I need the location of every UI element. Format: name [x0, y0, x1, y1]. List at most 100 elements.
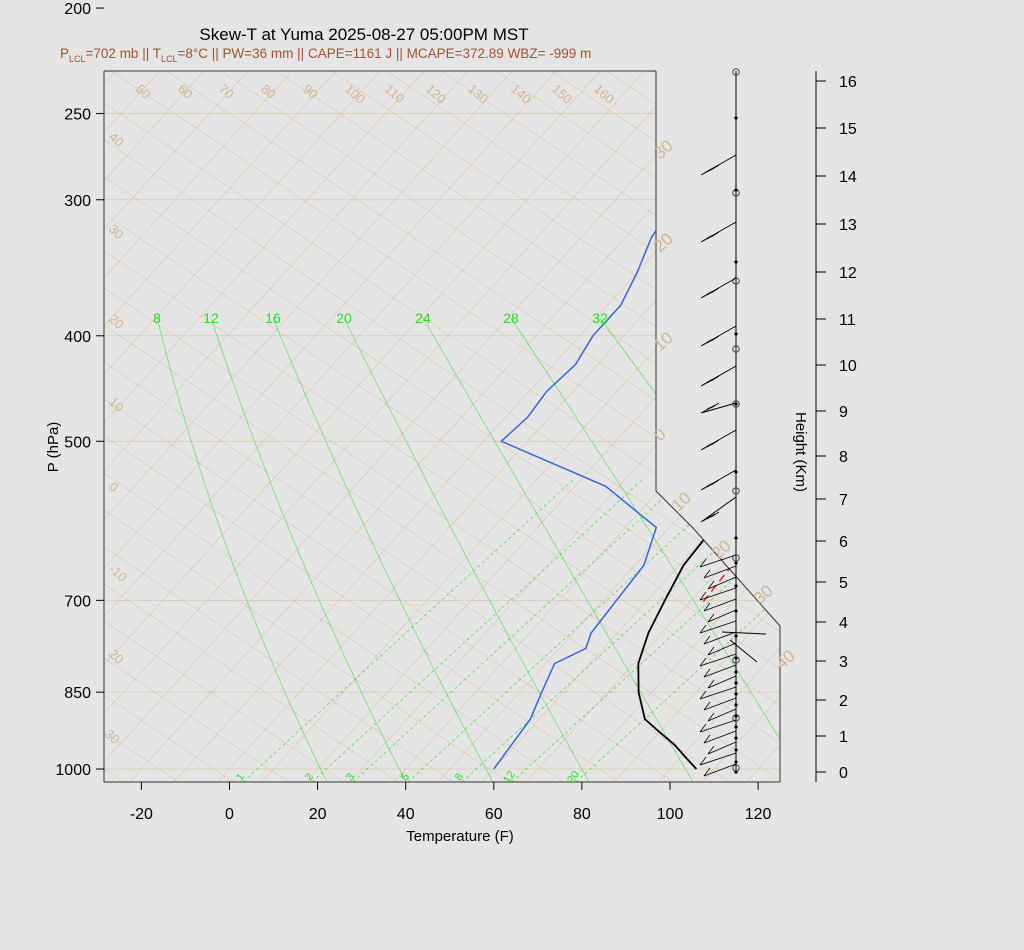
mixing-ratio-line — [352, 479, 684, 782]
dry-adiabat-line — [314, 71, 780, 782]
wind-barb-flag — [710, 479, 720, 486]
isotherm-line — [104, 71, 780, 782]
y-tick-label: 300 — [64, 193, 91, 210]
isotherm-line — [104, 71, 780, 782]
isotherm-label: 60 — [175, 81, 196, 102]
dry-adiabat-label: 30 — [102, 726, 123, 747]
isotherm-label: 140 — [508, 81, 534, 107]
wind-level-dot — [734, 681, 738, 685]
height-tick-label: 6 — [839, 534, 848, 551]
wind-level-dot — [734, 188, 738, 192]
dry-adiabat-label: 0 — [106, 479, 121, 495]
wind-barb-flag — [710, 335, 720, 342]
x-tick-label: 40 — [397, 806, 415, 823]
wind-barbs — [699, 68, 767, 777]
isotherm-line — [1001, 0, 1024, 792]
isotherm-line — [384, 71, 780, 782]
subtitle-lcl-sub-2: LCL — [161, 54, 178, 64]
wind-barb-shaft — [699, 620, 737, 634]
x-tick-label: 120 — [745, 806, 772, 823]
x-tick-label: 60 — [485, 806, 503, 823]
y-tick-label: 250 — [64, 107, 91, 124]
wind-barb-shaft — [699, 719, 737, 733]
grid-labels: 50 60 70 80 90 100 110 120 130 140 150 160403020100… — [102, 81, 799, 786]
wind-level-dot — [734, 670, 738, 674]
isotherm-line — [104, 71, 780, 782]
x-tick-label: 100 — [657, 806, 684, 823]
isotherm-label: 120 — [423, 81, 449, 107]
wind-barb-feather — [707, 613, 715, 623]
wind-barb-feather — [707, 745, 715, 755]
wind-barb-shaft — [707, 642, 737, 656]
dry-adiabat-line — [920, 60, 1024, 800]
isotherm-label: 110 — [382, 81, 407, 106]
isotherm-line — [296, 71, 780, 782]
x-tick-label: 20 — [309, 806, 327, 823]
isotherm-line — [104, 71, 758, 782]
wind-barb-flag — [710, 439, 720, 446]
height-tick-label: 10 — [839, 358, 857, 375]
wind-barb-shaft — [703, 730, 737, 744]
wind-level-dot — [734, 609, 738, 613]
wind-level-dot — [734, 725, 738, 729]
dry-adiabat-line — [104, 71, 316, 782]
chart-title: Skew-T at Yuma 2025-08-27 05:00PM MST — [199, 25, 528, 44]
isotherm-line — [104, 71, 670, 782]
temperature-profile — [637, 71, 780, 770]
height-tick-label: 0 — [839, 765, 848, 782]
moist-adiabat-curve — [210, 317, 407, 782]
height-tick-label: 8 — [839, 449, 848, 466]
mixing-ratio-top-label: 20 — [336, 310, 352, 326]
wind-level-dot — [734, 770, 738, 774]
y-axis-label: P (hPa) — [45, 422, 62, 473]
isotherm-line — [104, 71, 780, 782]
dry-adiabat-line — [204, 71, 780, 782]
wind-level-dot — [734, 332, 738, 336]
isotherm-line — [104, 71, 780, 782]
isotherm-label: 130 — [465, 81, 491, 107]
y-tick-label: 200 — [64, 1, 91, 18]
mixing-ratio-bottom-label: 3 — [344, 771, 357, 783]
mixing-ratio-bottom-label: 12 — [501, 769, 518, 786]
mixing-ratio-top-label: 24 — [415, 310, 431, 326]
wind-barb-feather — [699, 723, 707, 733]
wind-barb-feather — [707, 646, 715, 656]
mixing-ratio-line — [407, 479, 739, 782]
height-tick-label: 9 — [839, 404, 848, 421]
dry-adiabat-line — [104, 71, 261, 782]
dry-adiabat-line — [149, 71, 780, 782]
y-tick-label: 400 — [64, 329, 91, 346]
wind-calm-circle — [732, 345, 740, 353]
wind-level-dot — [734, 536, 738, 540]
wind-barb-flag — [710, 164, 720, 171]
height-tick-label: 16 — [839, 74, 857, 91]
subtitle-tlcl-text: =8°C || PW=36 mm || CAPE=1161 J || MCAPE… — [177, 46, 591, 61]
wind-barb-feather — [703, 767, 711, 777]
dry-adiabat-line — [104, 71, 756, 782]
dry-adiabat-line — [0, 60, 40, 800]
plot-border — [103, 71, 781, 783]
mixing-ratio-line — [511, 479, 780, 782]
isotherm-line — [120, 71, 780, 782]
theta-e-label: 40 — [772, 646, 799, 673]
dry-adiabat-label: 40 — [106, 129, 127, 150]
wind-level-dot — [734, 584, 738, 588]
wind-barb-shaft — [707, 609, 737, 623]
wind-level-dot — [734, 470, 738, 474]
dry-adiabat-line — [865, 60, 1024, 800]
wind-barb-shaft — [699, 554, 737, 568]
wind-level-dot — [734, 714, 738, 718]
wind-barb-shaft — [699, 752, 737, 766]
dry-adiabat-label: 10 — [106, 394, 127, 415]
wind-barb-shaft — [703, 598, 737, 612]
x-axis-label: Temperature (F) — [406, 828, 514, 845]
wind-barb-flag — [710, 287, 720, 294]
height-tick-label: 7 — [839, 492, 848, 509]
height-tick-label: 12 — [839, 265, 857, 282]
wind-level-dot — [734, 703, 738, 707]
wind-barb-feather — [703, 569, 711, 579]
wind-barb-feather — [699, 690, 707, 700]
moist-adiabat-curve — [422, 317, 694, 782]
x-tick-label: 0 — [225, 806, 234, 823]
